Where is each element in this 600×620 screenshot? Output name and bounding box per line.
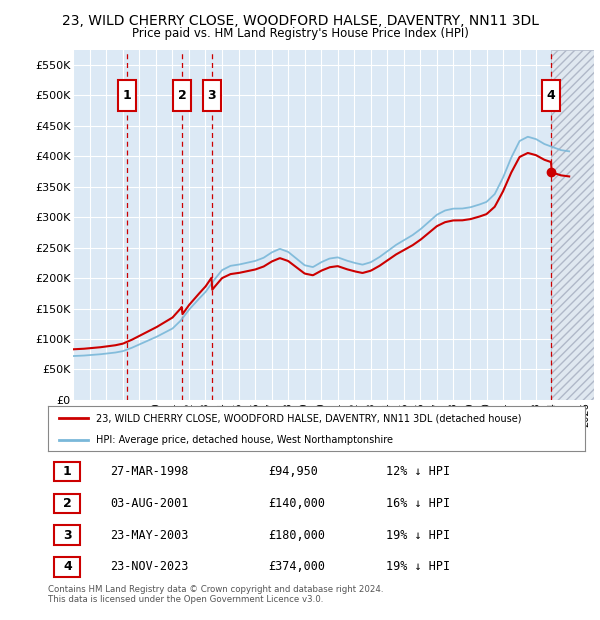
FancyBboxPatch shape bbox=[203, 80, 221, 110]
Text: 19% ↓ HPI: 19% ↓ HPI bbox=[386, 529, 451, 542]
Text: HPI: Average price, detached house, West Northamptonshire: HPI: Average price, detached house, West… bbox=[97, 435, 394, 446]
Text: £140,000: £140,000 bbox=[268, 497, 325, 510]
Text: £374,000: £374,000 bbox=[268, 560, 325, 574]
Text: £180,000: £180,000 bbox=[268, 529, 325, 542]
Text: 2: 2 bbox=[63, 497, 72, 510]
Text: 27-MAR-1998: 27-MAR-1998 bbox=[110, 465, 188, 478]
Bar bbox=[551, 50, 594, 400]
Text: 03-AUG-2001: 03-AUG-2001 bbox=[110, 497, 188, 510]
Text: 16% ↓ HPI: 16% ↓ HPI bbox=[386, 497, 451, 510]
Text: 23, WILD CHERRY CLOSE, WOODFORD HALSE, DAVENTRY, NN11 3DL: 23, WILD CHERRY CLOSE, WOODFORD HALSE, D… bbox=[62, 14, 539, 28]
Text: 23, WILD CHERRY CLOSE, WOODFORD HALSE, DAVENTRY, NN11 3DL (detached house): 23, WILD CHERRY CLOSE, WOODFORD HALSE, D… bbox=[97, 413, 522, 423]
Text: Price paid vs. HM Land Registry's House Price Index (HPI): Price paid vs. HM Land Registry's House … bbox=[131, 27, 469, 40]
FancyBboxPatch shape bbox=[542, 80, 560, 110]
Text: 3: 3 bbox=[208, 89, 216, 102]
Text: £94,950: £94,950 bbox=[268, 465, 318, 478]
Text: 2: 2 bbox=[178, 89, 187, 102]
Text: 1: 1 bbox=[63, 465, 72, 478]
FancyBboxPatch shape bbox=[118, 80, 136, 110]
FancyBboxPatch shape bbox=[173, 80, 191, 110]
Bar bbox=[551, 50, 594, 400]
FancyBboxPatch shape bbox=[55, 525, 80, 545]
Text: 1: 1 bbox=[122, 89, 131, 102]
FancyBboxPatch shape bbox=[55, 557, 80, 577]
Text: 4: 4 bbox=[547, 89, 556, 102]
Text: 19% ↓ HPI: 19% ↓ HPI bbox=[386, 560, 451, 574]
Text: 12% ↓ HPI: 12% ↓ HPI bbox=[386, 465, 451, 478]
Text: 23-MAY-2003: 23-MAY-2003 bbox=[110, 529, 188, 542]
Text: 4: 4 bbox=[63, 560, 72, 574]
Text: 3: 3 bbox=[63, 529, 71, 542]
Text: 23-NOV-2023: 23-NOV-2023 bbox=[110, 560, 188, 574]
FancyBboxPatch shape bbox=[55, 494, 80, 513]
FancyBboxPatch shape bbox=[55, 462, 80, 482]
Text: Contains HM Land Registry data © Crown copyright and database right 2024.
This d: Contains HM Land Registry data © Crown c… bbox=[48, 585, 383, 604]
